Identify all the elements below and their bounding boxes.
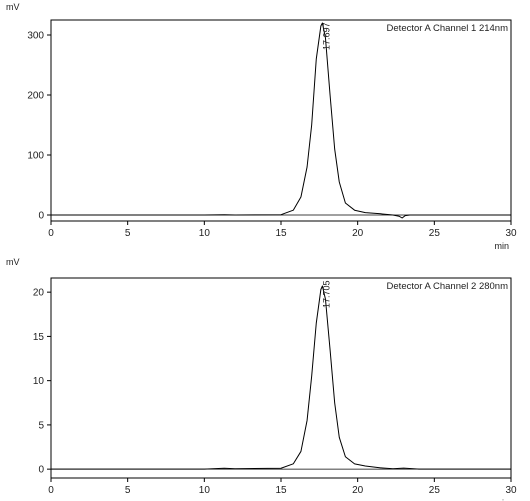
x-unit-label: min xyxy=(494,498,509,501)
x-tick-label: 5 xyxy=(125,485,131,496)
x-tick-label: 20 xyxy=(352,228,364,239)
x-tick-label: 5 xyxy=(125,228,131,239)
channel-legend: Detector A Channel 1 214nm xyxy=(387,23,509,34)
y-tick-label: 200 xyxy=(27,91,44,102)
x-tick-label: 25 xyxy=(429,228,441,239)
x-unit-label: min xyxy=(494,241,509,251)
series-line-1 xyxy=(51,22,511,219)
y-tick-label: 0 xyxy=(38,211,44,222)
x-tick-label: 30 xyxy=(505,485,517,496)
x-tick-label: 0 xyxy=(48,485,54,496)
y-tick-label: 15 xyxy=(33,332,45,343)
chart-panel-1: mV 0 100 200 300 0 5 10 15 20 25 30 min Detector A Ch… xyxy=(6,2,517,251)
x-tick-label: 10 xyxy=(199,228,211,239)
y-tick-label: 5 xyxy=(38,420,44,431)
series-line-1 xyxy=(51,285,511,470)
y-tick-label: 10 xyxy=(33,376,45,387)
x-tick-label: 20 xyxy=(352,485,364,496)
y-unit-label: mV xyxy=(6,2,20,12)
peak-label: 17.697 xyxy=(321,22,331,50)
plot-frame xyxy=(50,19,512,222)
channel-legend: Detector A Channel 2 280nm xyxy=(387,281,509,292)
x-tick-label: 25 xyxy=(429,485,441,496)
x-tick-label: 0 xyxy=(48,228,54,239)
y-tick-label: 300 xyxy=(27,31,44,42)
x-tick-label: 15 xyxy=(275,228,287,239)
y-tick-label: 20 xyxy=(33,288,45,299)
chart-panel-2: mV 0 5 10 15 20 0 5 10 15 20 25 30 min Detector A Chan… xyxy=(6,257,517,501)
x-tick-label: 15 xyxy=(275,485,287,496)
x-tick-label: 10 xyxy=(199,485,211,496)
y-tick-label: 0 xyxy=(38,465,44,476)
x-tick-label: 30 xyxy=(505,228,517,239)
plot-frame xyxy=(50,277,512,479)
y-tick-label: 100 xyxy=(27,151,44,162)
peak-label: 17.705 xyxy=(321,280,331,308)
y-unit-label: mV xyxy=(6,257,20,267)
